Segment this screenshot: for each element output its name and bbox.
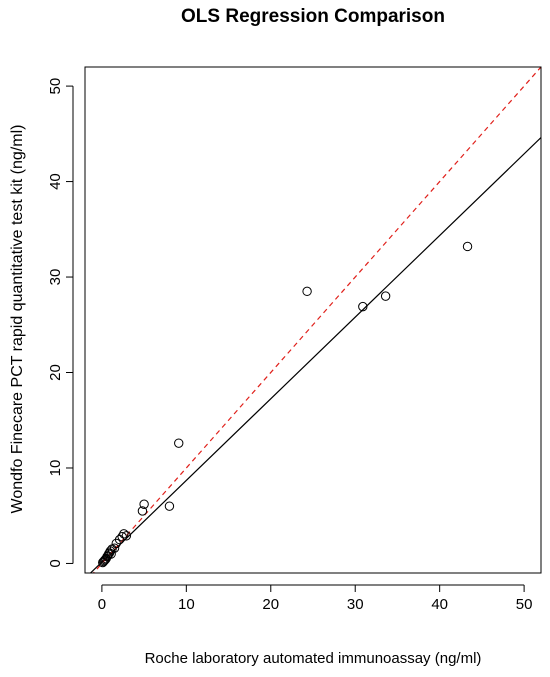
y-axis: 0 10 20 30 40 50 — [47, 78, 74, 568]
y-axis-label: Wondfo Finecare PCT rapid quantitative t… — [9, 124, 26, 514]
y-tick-label: 40 — [47, 173, 64, 190]
x-axis: 0 10 20 30 40 50 — [98, 584, 533, 613]
regression-lines — [89, 67, 541, 573]
data-point — [174, 438, 184, 448]
data-point — [121, 531, 132, 541]
data-point — [137, 506, 148, 516]
data-point — [106, 549, 116, 559]
plot-frame — [84, 66, 542, 574]
chart-title: OLS Regression Comparison — [181, 6, 445, 27]
x-tick-label: 20 — [262, 596, 279, 613]
data-points — [98, 241, 473, 568]
y-tick-label: 20 — [47, 364, 64, 381]
y-tick-label: 10 — [47, 460, 64, 477]
identity-line — [92, 67, 541, 573]
data-point — [103, 549, 114, 559]
x-tick-label: 50 — [516, 596, 533, 613]
data-point — [302, 286, 312, 297]
y-tick-label: 50 — [47, 78, 64, 95]
data-point — [117, 532, 127, 542]
data-point — [139, 499, 149, 509]
regression-line — [89, 137, 541, 573]
x-axis-label: Roche laboratory automated immunoassay (… — [144, 650, 482, 667]
y-tick-label: 0 — [47, 559, 64, 567]
data-point — [101, 553, 111, 564]
x-tick-label: 0 — [98, 596, 106, 613]
data-point — [164, 501, 175, 511]
data-point — [380, 291, 391, 301]
y-tick-label: 30 — [47, 269, 64, 286]
x-tick-label: 30 — [347, 596, 364, 613]
x-tick-label: 40 — [431, 596, 448, 613]
data-point — [119, 529, 129, 539]
data-point — [462, 241, 473, 252]
data-point — [358, 301, 368, 312]
x-tick-label: 10 — [178, 596, 195, 613]
data-point — [109, 543, 120, 553]
